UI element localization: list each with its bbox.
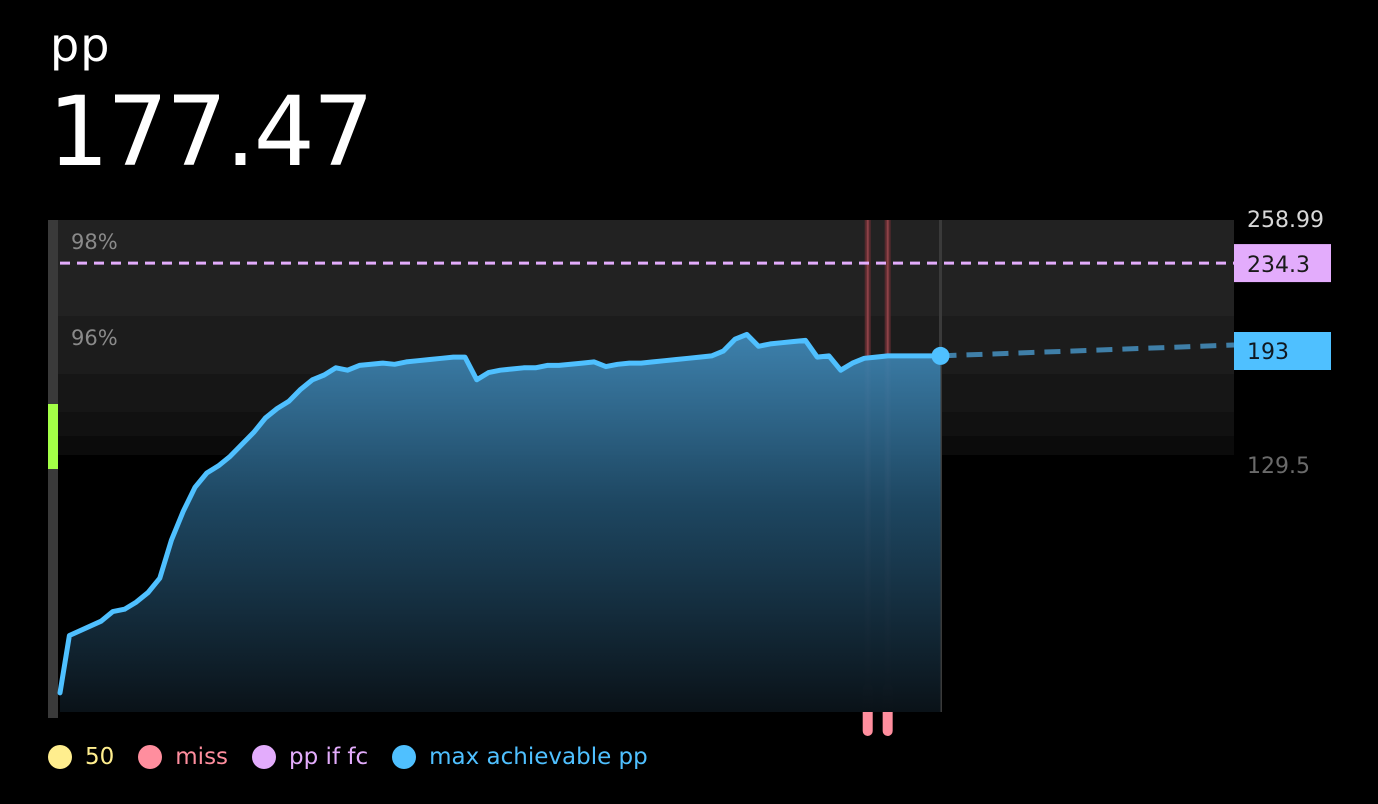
accuracy-band-label: 98%	[71, 230, 118, 254]
legend-label: 50	[85, 744, 115, 770]
pp-if-fc-value: 234.3	[1247, 253, 1310, 278]
max-achievable-tag	[1234, 332, 1331, 370]
legend-dot	[138, 745, 163, 769]
accuracy-band	[58, 220, 1234, 316]
legend: 50 miss pp if fc max achievable pp	[48, 744, 672, 770]
pp-value: 177.47	[48, 76, 374, 188]
legend-dot	[252, 745, 277, 769]
legend-dot	[48, 745, 72, 769]
legend-item: miss	[138, 744, 228, 770]
pp-label: pp	[50, 18, 111, 72]
legend-dot	[392, 745, 417, 769]
projection-line	[940, 342, 1235, 359]
max-achievable-value: 193	[1247, 340, 1289, 365]
legend-label: max achievable pp	[429, 744, 648, 770]
pp-if-fc-tag	[1234, 244, 1331, 283]
legend-label: miss	[175, 744, 229, 770]
accuracy-band-label: 96%	[71, 326, 118, 350]
current-point	[931, 346, 950, 365]
legend-label: pp if fc	[289, 744, 369, 770]
scale-bottom-label: 129.5	[1247, 454, 1310, 479]
legend-item: max achievable pp	[392, 744, 648, 770]
legend-item: 50	[48, 744, 114, 770]
scale-top-label: 258.99	[1247, 208, 1324, 233]
pp-line	[57, 331, 943, 696]
pp-area-fill	[60, 334, 941, 712]
timeline-marker	[48, 404, 58, 469]
legend-item: pp if fc	[252, 744, 368, 770]
